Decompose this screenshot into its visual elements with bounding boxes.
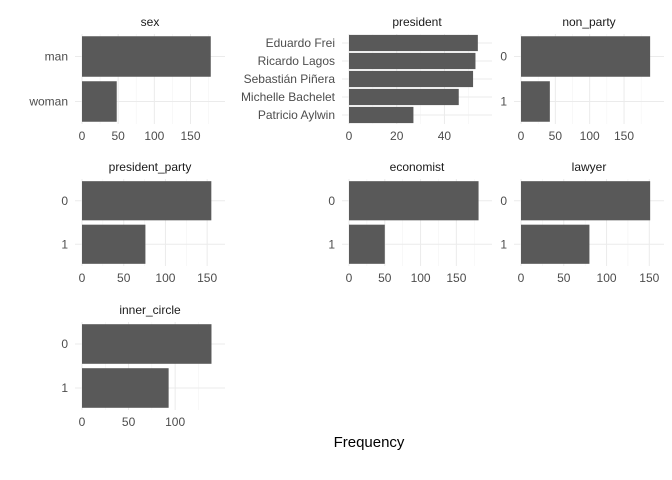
x-tick-label: 0 [79,271,86,285]
bar [521,224,590,264]
x-tick-label: 20 [390,129,404,143]
x-tick-label: 50 [122,415,136,429]
panel-title: inner_circle [119,303,181,317]
y-tick-label: 0 [500,194,507,208]
x-tick-label: 150 [197,271,217,285]
y-tick-label: Ricardo Lagos [258,54,335,68]
panel-president: 0 20 40 Eduardo Frei Ricardo Lagos Sebastián … [241,15,492,143]
x-tick-label: 150 [614,129,634,143]
y-tick-label: 0 [61,337,68,351]
y-tick-label: Sebastián Piñera [244,72,336,86]
x-tick-label: 0 [346,271,353,285]
bar [521,81,550,122]
x-tick-label: 50 [378,271,392,285]
x-tick-label: 50 [117,271,131,285]
panel-president-party: 0 50 100 150 0 1 president_party [61,160,225,285]
bar [349,52,476,70]
y-tick-label: Eduardo Frei [266,36,335,50]
panel-title: lawyer [572,160,607,174]
x-tick-label: 100 [144,129,164,143]
bar [349,181,479,221]
y-tick-label: 0 [328,194,335,208]
bar [349,88,459,106]
x-tick-label: 40 [438,129,452,143]
y-tick-label: Michelle Bachelet [241,90,336,104]
x-tick-label: 0 [79,415,86,429]
x-tick-label: 0 [346,129,353,143]
panel-title: president [392,15,442,29]
bar [521,36,651,77]
y-tick-label: 0 [500,50,507,64]
panel-title: sex [141,15,160,29]
x-tick-label: 150 [180,129,200,143]
x-tick-label: 0 [79,129,86,143]
panel-inner-circle: 0 50 100 0 1 inner_circle [61,303,225,429]
y-tick-label: 1 [61,381,68,395]
bar [349,106,414,124]
bar [349,34,478,52]
y-tick-label: 1 [500,237,507,251]
x-tick-label: 100 [411,271,431,285]
y-tick-label: Patricio Aylwin [258,108,335,122]
x-tick-label: 100 [597,271,617,285]
panel-lawyer: 0 50 100 150 0 1 lawyer [500,160,664,285]
x-tick-label: 100 [155,271,175,285]
x-tick-label: 0 [518,129,525,143]
x-tick-label: 150 [639,271,659,285]
x-tick-label: 100 [165,415,185,429]
y-tick-label: man [45,50,68,64]
y-tick-label: 1 [328,237,335,251]
x-axis-title: Frequency [334,434,405,451]
panel-economist: 0 50 100 150 0 1 economist [328,160,492,285]
x-tick-label: 100 [580,129,600,143]
panel-title: president_party [109,160,192,174]
bar [521,181,651,221]
x-tick-label: 50 [557,271,571,285]
x-tick-label: 50 [549,129,563,143]
panel-title: non_party [562,15,615,29]
y-tick-label: 1 [500,95,507,109]
y-tick-label: 0 [61,194,68,208]
bar [82,224,146,264]
bar [349,70,474,88]
x-tick-label: 0 [518,271,525,285]
y-tick-label: woman [28,95,68,109]
x-tick-label: 150 [446,271,466,285]
panel-sex: 0 50 100 150 man woman sex [28,15,225,143]
bar [82,81,117,122]
bar [349,224,385,264]
y-tick-label: 1 [61,237,68,251]
bar [82,36,211,77]
bar [82,368,169,408]
panel-title: economist [390,160,445,174]
bar [82,181,212,221]
bar [82,324,212,364]
panel-non-party: 0 50 100 150 0 1 non_party [500,15,664,143]
x-tick-label: 50 [111,129,125,143]
